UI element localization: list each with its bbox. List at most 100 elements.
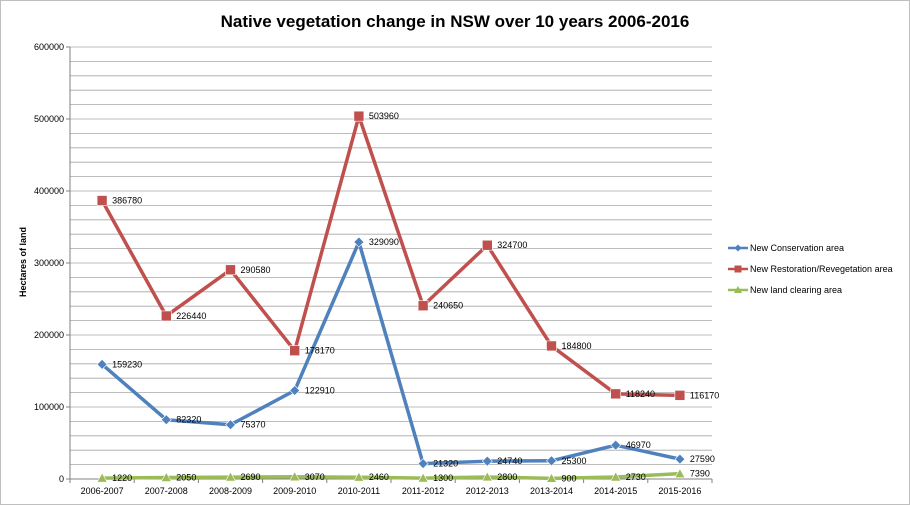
data-point: [224, 471, 237, 482]
legend-label: New land clearing area: [750, 285, 842, 295]
data-point: [96, 195, 108, 206]
data-label: 25300: [562, 456, 587, 466]
series-line: [100, 240, 681, 466]
data-label: 503960: [369, 111, 399, 121]
data-label: 21320: [433, 459, 458, 469]
data-label: 178170: [305, 346, 335, 356]
data-label: 75370: [241, 420, 266, 430]
data-point: [225, 419, 236, 431]
data-label: 240650: [433, 301, 463, 311]
data-point: [96, 358, 108, 370]
legend-marker: [734, 286, 742, 293]
data-labels: 159230 82320 75370 122910 329090 21320 24740 25…: [112, 111, 719, 483]
x-tick-label: 2011-2012: [402, 486, 444, 496]
data-point: [674, 468, 686, 478]
legend-item: New Restoration/Revegetation area: [728, 264, 893, 274]
data-point: [417, 300, 429, 312]
y-tick-label: 400000: [34, 186, 64, 196]
x-tick-label: 2006-2007: [81, 486, 124, 496]
data-label: 2800: [497, 472, 517, 482]
data-point: [674, 453, 686, 465]
data-point: [161, 310, 172, 322]
grid-lines: [70, 46, 712, 466]
data-label: 1300: [433, 473, 453, 483]
data-point: [417, 458, 429, 470]
data-label: 329090: [369, 237, 399, 247]
series-line: [100, 114, 680, 398]
data-point: [481, 455, 493, 467]
series-new-restoration-revegetation-area: [96, 110, 686, 401]
data-label: 324700: [497, 240, 527, 250]
y-tick-label: 0: [59, 474, 64, 484]
data-point: [417, 472, 429, 483]
data-label: 3070: [305, 472, 325, 482]
data-label: 7390: [690, 469, 710, 479]
data-point: [289, 385, 301, 396]
legend-marker: [734, 265, 742, 273]
data-label: 122910: [305, 386, 335, 396]
data-label: 159230: [112, 359, 142, 369]
series-line: [102, 471, 680, 481]
legend: New Conservation area New Restoration/Rev…: [728, 243, 893, 295]
data-point: [289, 345, 301, 357]
data-point: [545, 472, 558, 483]
legend-label: New Conservation area: [750, 243, 844, 253]
data-label: 24740: [497, 456, 522, 466]
data-label: 2730: [626, 472, 646, 482]
x-tick-label: 2012-2013: [466, 486, 509, 496]
x-tick-label: 2009-2010: [273, 486, 316, 496]
data-point: [353, 471, 365, 482]
data-point: [610, 471, 622, 482]
data-label: 2050: [176, 473, 196, 483]
data-point: [481, 471, 493, 482]
data-label: 386780: [112, 196, 142, 206]
x-tick-label: 2007-2008: [145, 486, 188, 496]
y-tick-label: 200000: [34, 330, 64, 340]
data-label: 900: [562, 473, 577, 483]
x-tick-label: 2015-2016: [658, 486, 701, 496]
legend-item: New Conservation area: [728, 243, 844, 253]
y-tick-label: 300000: [34, 258, 64, 268]
data-point: [225, 264, 236, 276]
chart-title: Native vegetation change in NSW over 10 …: [221, 12, 690, 31]
x-tick-label: 2014-2015: [594, 486, 637, 496]
data-point: [96, 472, 108, 483]
data-point: [546, 340, 557, 352]
data-label: 290580: [241, 265, 271, 275]
data-point: [160, 414, 172, 426]
legend-marker: [734, 244, 742, 252]
data-point: [674, 390, 686, 401]
series-new-land-clearing-area: [96, 468, 686, 483]
data-point: [610, 388, 622, 400]
y-tick-label: 600000: [34, 42, 64, 52]
data-label: 226440: [176, 311, 206, 321]
data-point: [160, 471, 172, 482]
y-tick-label: 500000: [34, 114, 64, 124]
y-tick-label: 100000: [34, 402, 64, 412]
data-label: 27590: [690, 454, 715, 464]
legend-label: New Restoration/Revegetation area: [750, 264, 893, 274]
x-tick-label: 2013-2014: [530, 486, 573, 496]
legend-item: New land clearing area: [728, 285, 842, 295]
data-label: 82320: [176, 415, 201, 425]
x-tick-label: 2010-2011: [338, 486, 380, 496]
data-label: 2460: [369, 472, 389, 482]
data-point: [289, 471, 301, 482]
data-point: [353, 110, 365, 122]
data-label: 116170: [690, 390, 719, 400]
series-layer: [96, 110, 686, 483]
x-tick-label: 2008-2009: [209, 486, 252, 496]
data-point: [546, 455, 557, 467]
data-label: 2690: [241, 472, 261, 482]
data-point: [610, 439, 622, 451]
data-label: 1220: [112, 473, 132, 483]
data-point: [481, 239, 493, 251]
data-label: 46970: [626, 440, 651, 450]
series-new-conservation-area: [96, 236, 686, 470]
data-point: [353, 236, 365, 248]
data-label: 184800: [562, 341, 592, 351]
axes: 0 100000 200000 300000 400000 500000 600000 200…: [34, 42, 713, 496]
y-axis-label: Hectares of land: [18, 227, 28, 297]
